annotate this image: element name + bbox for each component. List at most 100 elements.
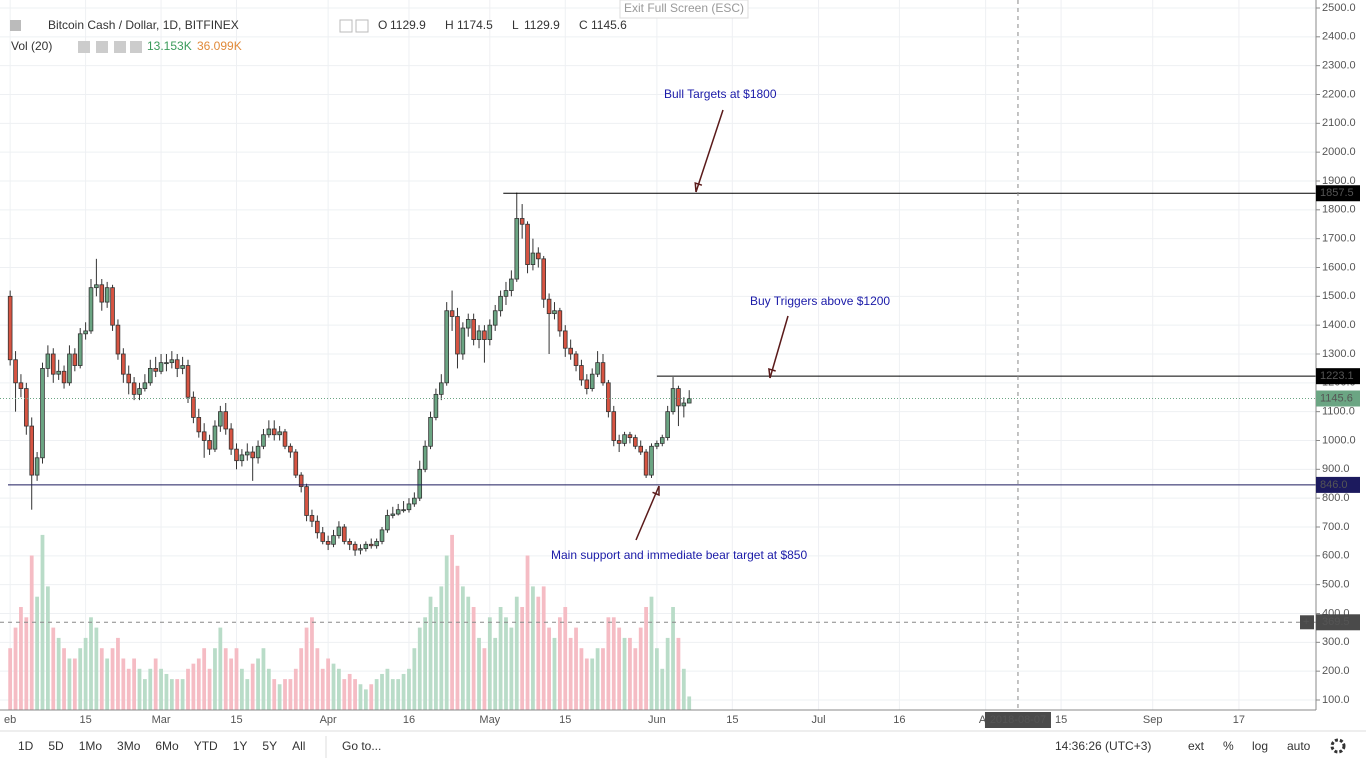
volume-bar bbox=[83, 637, 88, 710]
y-tick-label: 1500.0 bbox=[1322, 290, 1356, 302]
volume-bar bbox=[159, 668, 163, 710]
volume-bar bbox=[153, 658, 158, 710]
volume-bar bbox=[137, 668, 142, 710]
volume-bar bbox=[444, 555, 449, 710]
volume-icon[interactable] bbox=[114, 41, 126, 53]
y-tick-label: 2100.0 bbox=[1322, 117, 1356, 129]
y-tick-label: 900.0 bbox=[1322, 463, 1350, 475]
candle-body bbox=[417, 468, 423, 499]
annotation: Bull Targets at $1800 bbox=[664, 87, 777, 101]
level-label-box bbox=[1316, 185, 1360, 202]
candle-body bbox=[309, 515, 315, 522]
x-tick-label: Jul bbox=[812, 714, 826, 726]
range-button[interactable]: 1Y bbox=[233, 739, 248, 753]
volume-bar bbox=[455, 565, 460, 710]
volume-bar bbox=[541, 586, 546, 710]
volume-bar bbox=[13, 627, 18, 710]
candle-body bbox=[72, 353, 78, 366]
arrow-head bbox=[652, 485, 660, 497]
candle-body bbox=[180, 365, 185, 369]
option-button[interactable]: % bbox=[1223, 739, 1234, 753]
candle-body bbox=[212, 425, 218, 450]
volume-bar bbox=[132, 658, 136, 710]
volume-title: Vol (20) bbox=[11, 39, 52, 53]
crosshair-y-box bbox=[1316, 614, 1360, 631]
exit-box[interactable] bbox=[619, 0, 749, 19]
range-button[interactable]: All bbox=[292, 739, 305, 753]
range-button[interactable]: 1Mo bbox=[79, 739, 103, 753]
range-button[interactable]: 3Mo bbox=[117, 739, 141, 753]
volume-bar bbox=[45, 586, 50, 710]
candle-body bbox=[342, 526, 347, 542]
add-button[interactable] bbox=[1300, 615, 1314, 630]
option-button[interactable]: ext bbox=[1188, 739, 1205, 753]
candle-body bbox=[412, 497, 417, 505]
volume-bar bbox=[606, 617, 611, 710]
header-icon[interactable] bbox=[355, 19, 369, 33]
y-tick-label: 1400.0 bbox=[1322, 319, 1356, 331]
volume-bar bbox=[536, 596, 541, 710]
candle-body bbox=[471, 318, 476, 340]
volume-icon[interactable] bbox=[96, 41, 108, 53]
range-button[interactable]: YTD bbox=[194, 739, 218, 753]
volume-icon[interactable] bbox=[130, 41, 142, 53]
volume-bar bbox=[374, 679, 379, 710]
candle-body bbox=[282, 431, 288, 447]
volume-bar bbox=[579, 648, 584, 710]
exit-fullscreen[interactable]: Exit Full Screen (ESC) bbox=[624, 1, 744, 15]
header: Exit Full Screen (ESC) Bitcoin Cash / Dol… bbox=[10, 0, 749, 53]
candle-body bbox=[104, 287, 110, 303]
range-button[interactable]: 1D bbox=[18, 739, 34, 753]
volume-bar bbox=[110, 648, 115, 710]
y-tick-label: 2500.0 bbox=[1322, 2, 1356, 14]
volume-bar bbox=[89, 617, 93, 710]
volume-bar bbox=[331, 663, 336, 710]
level-label: 846.0 bbox=[1320, 479, 1348, 491]
candle-body bbox=[304, 486, 309, 516]
volume-bar bbox=[8, 648, 13, 710]
candle-body bbox=[573, 353, 579, 366]
volume-bar bbox=[552, 637, 557, 710]
volume-bar bbox=[417, 627, 422, 710]
settings-icon[interactable] bbox=[1330, 738, 1346, 754]
volume-bar bbox=[460, 586, 465, 710]
volume-bar bbox=[24, 617, 29, 710]
volume-bar bbox=[320, 668, 325, 710]
range-button[interactable]: 5D bbox=[48, 739, 64, 753]
crosshair-x-label: 2018-08-07 bbox=[990, 714, 1046, 726]
volume-bar bbox=[407, 668, 411, 710]
volume-bar bbox=[213, 648, 217, 710]
volume-bar bbox=[590, 658, 595, 710]
goto-button[interactable]: Go to... bbox=[342, 739, 381, 753]
candle-body bbox=[50, 353, 56, 375]
candle-body bbox=[611, 411, 617, 441]
candle-body bbox=[277, 431, 282, 436]
candle-body bbox=[568, 347, 573, 355]
candle-body bbox=[546, 298, 552, 315]
option-button[interactable]: log bbox=[1252, 739, 1268, 753]
volume-bar bbox=[644, 607, 648, 710]
candle-body bbox=[385, 515, 390, 531]
range-button[interactable]: 6Mo bbox=[155, 739, 179, 753]
volume-icon[interactable] bbox=[78, 41, 90, 53]
volume-bar bbox=[638, 627, 643, 710]
volume-bar bbox=[493, 637, 498, 710]
candle-body bbox=[530, 252, 536, 266]
ohlc-value: 1129.9 bbox=[524, 18, 560, 32]
candle-body bbox=[514, 218, 520, 280]
header-icon[interactable] bbox=[339, 19, 353, 33]
y-tick-label: 300.0 bbox=[1322, 636, 1350, 648]
candle-body bbox=[126, 373, 132, 384]
volume-bar bbox=[261, 648, 266, 710]
candle-body bbox=[606, 382, 611, 413]
candle-body bbox=[358, 548, 363, 551]
volume-bar bbox=[611, 617, 616, 710]
volume-bar bbox=[35, 596, 39, 710]
candle-body bbox=[509, 278, 514, 291]
option-button[interactable]: auto bbox=[1287, 739, 1311, 753]
range-button[interactable]: 5Y bbox=[262, 739, 277, 753]
x-tick-label: 15 bbox=[726, 714, 738, 726]
candle-body bbox=[686, 398, 692, 404]
candle-body bbox=[654, 442, 660, 447]
x-tick-label: 16 bbox=[893, 714, 905, 726]
